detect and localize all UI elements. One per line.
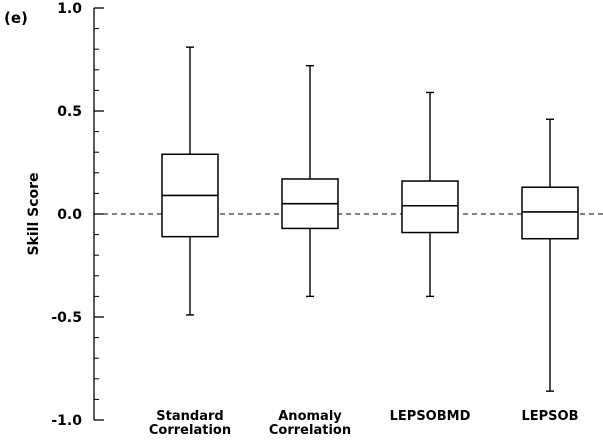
y-axis: -1.0 -0.5 0.0 0.5 1.0 xyxy=(51,1,104,429)
boxes-group xyxy=(161,46,579,392)
panel-label: (e) xyxy=(4,9,28,27)
iqr-box xyxy=(401,180,459,234)
category-label: LEPSOBMD xyxy=(390,409,471,424)
y-tick-label: 1.0 xyxy=(57,1,82,17)
y-axis-label: Skill Score xyxy=(26,172,42,255)
box-3 xyxy=(401,91,459,298)
y-tick-label: -0.5 xyxy=(51,310,82,326)
category-label: Standard xyxy=(156,409,223,424)
box-1 xyxy=(161,46,219,316)
iqr-box xyxy=(521,186,579,240)
y-tick-label: 0.0 xyxy=(57,207,82,223)
y-tick-label: 0.5 xyxy=(57,104,82,120)
category-label: Correlation xyxy=(149,423,231,438)
box-2 xyxy=(281,64,339,298)
category-labels: StandardCorrelationAnomalyCorrelationLEP… xyxy=(149,409,579,438)
box-4 xyxy=(521,118,579,392)
category-label: LEPSOB xyxy=(521,409,578,424)
category-label: Correlation xyxy=(269,423,351,438)
category-label: Anomaly xyxy=(278,409,342,424)
y-tick-label: -1.0 xyxy=(51,413,82,429)
